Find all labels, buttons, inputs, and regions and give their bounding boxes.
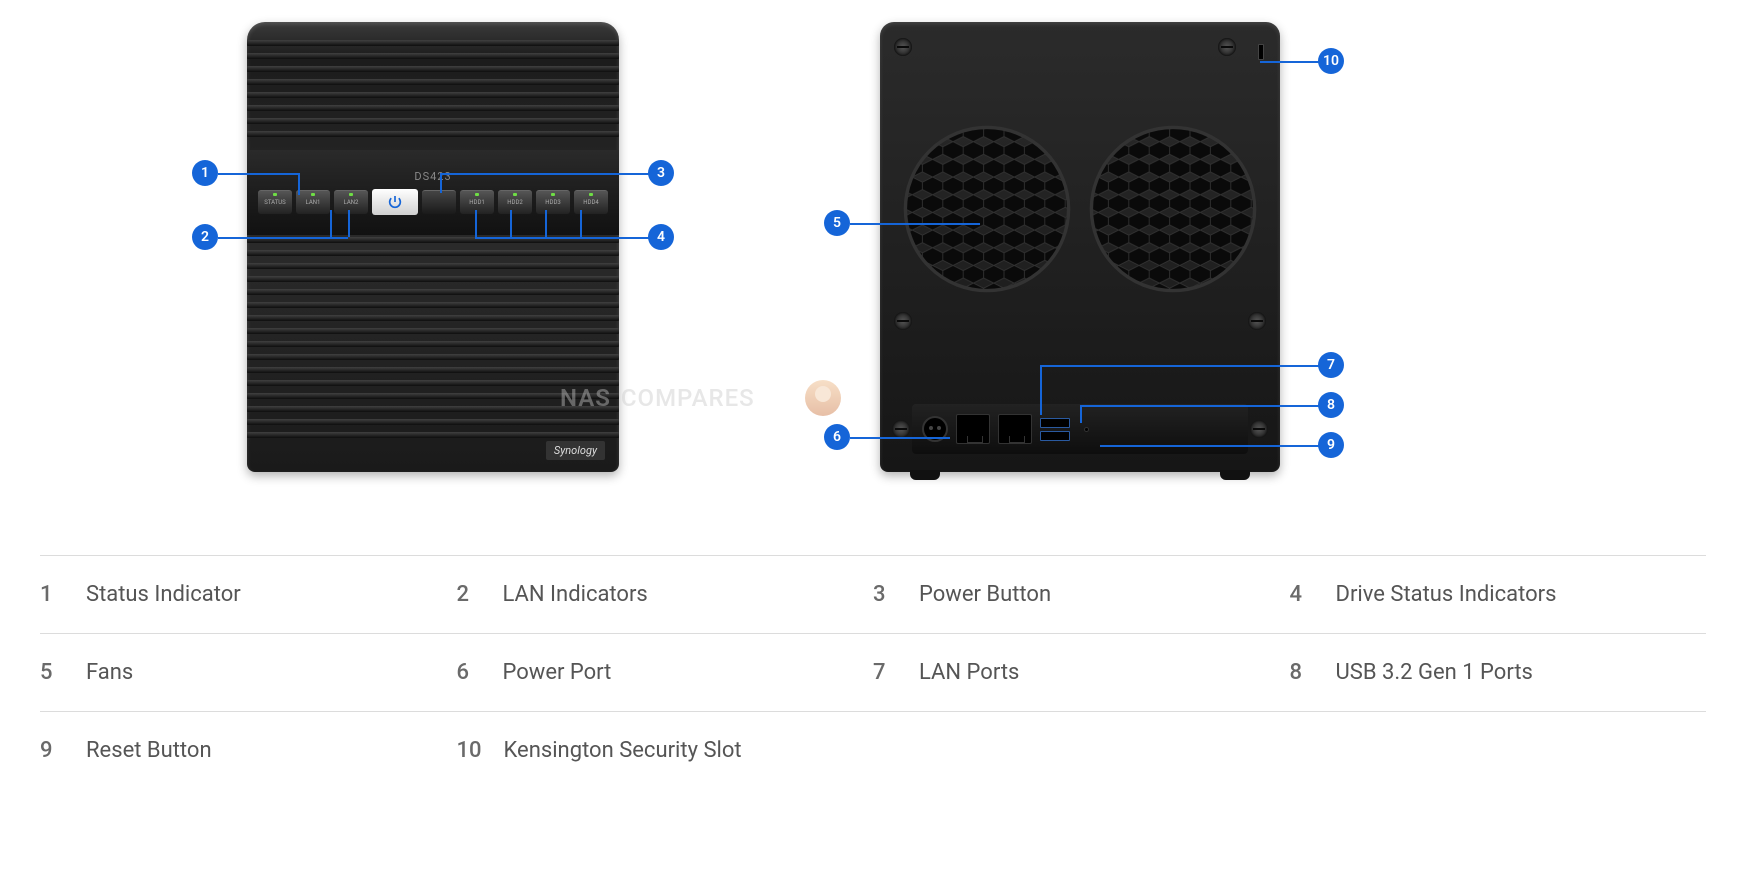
legend-label: LAN Ports [919, 660, 1019, 685]
reset-button [1084, 427, 1089, 432]
legend-table: 1 Status Indicator 2 LAN Indicators 3 Power… [40, 555, 1706, 789]
lan-port-2 [998, 414, 1032, 444]
hdd2-indicator: HDD2 [498, 190, 532, 214]
watermark: NAS COMPARES [560, 380, 841, 416]
hdd3-indicator: HDD3 [536, 190, 570, 214]
lan-port-1 [956, 414, 990, 444]
legend-label: Power Port [503, 660, 612, 685]
legend-num: 6 [457, 660, 481, 685]
hdd1-indicator: HDD1 [460, 190, 494, 214]
blank-indicator [422, 190, 456, 214]
fan-right [1088, 124, 1258, 294]
legend-label: Status Indicator [86, 582, 241, 607]
legend-num: 8 [1290, 660, 1314, 685]
callout-6: 6 [824, 424, 850, 450]
callout-2: 2 [192, 224, 218, 250]
diagram-area: DS423 STATUS LAN1 LAN2 HDD1 HDD2 HDD3 HD… [0, 0, 1746, 530]
watermark-avatar-icon [805, 380, 841, 416]
legend-label: Fans [86, 660, 133, 685]
legend-label: LAN Indicators [503, 582, 648, 607]
legend-num: 7 [873, 660, 897, 685]
callout-1: 1 [192, 160, 218, 186]
legend-num: 5 [40, 660, 64, 685]
callout-4: 4 [648, 224, 674, 250]
callout-10: 10 [1318, 48, 1344, 74]
legend-label: Reset Button [86, 738, 212, 763]
usb-ports [1040, 418, 1070, 441]
brand-badge: Synology [546, 441, 605, 460]
fan-left [902, 124, 1072, 294]
legend-num: 3 [873, 582, 897, 607]
legend-num: 2 [457, 582, 481, 607]
model-label: DS423 [414, 170, 451, 183]
legend-num: 10 [457, 738, 482, 763]
legend-num: 1 [40, 582, 64, 607]
callout-7: 7 [1318, 352, 1344, 378]
legend-num: 9 [40, 738, 64, 763]
legend-label: Drive Status Indicators [1336, 582, 1557, 607]
callout-8: 8 [1318, 392, 1344, 418]
lan1-indicator: LAN1 [296, 190, 330, 214]
callout-5: 5 [824, 210, 850, 236]
kensington-slot [1258, 44, 1264, 60]
legend-label: Kensington Security Slot [504, 738, 742, 763]
legend-num: 4 [1290, 582, 1314, 607]
lan2-indicator: LAN2 [334, 190, 368, 214]
legend-label: USB 3.2 Gen 1 Ports [1336, 660, 1533, 685]
power-button[interactable] [372, 189, 418, 215]
status-indicator: STATUS [258, 190, 292, 214]
callout-3: 3 [648, 160, 674, 186]
front-control-strip: DS423 STATUS LAN1 LAN2 HDD1 HDD2 HDD3 HD… [247, 150, 619, 235]
callout-9: 9 [1318, 432, 1344, 458]
legend-label: Power Button [919, 582, 1051, 607]
